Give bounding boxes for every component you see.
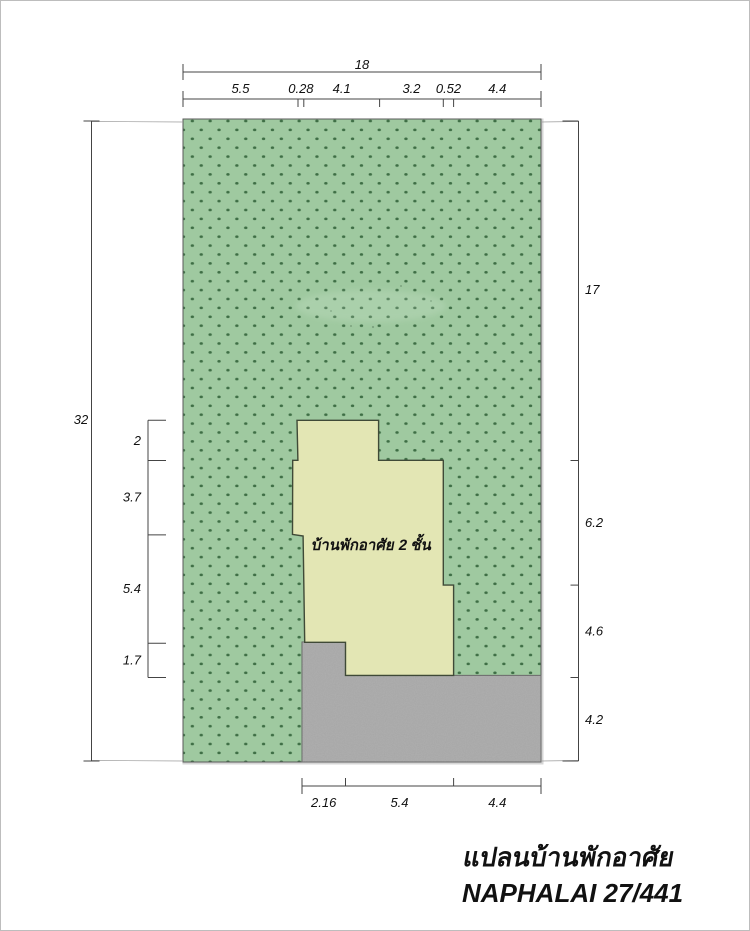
svg-text:1.7: 1.7	[123, 652, 142, 667]
svg-text:2.16: 2.16	[310, 795, 337, 810]
svg-text:2: 2	[133, 433, 142, 448]
svg-text:0.52: 0.52	[436, 81, 462, 96]
svg-text:4.4: 4.4	[488, 795, 506, 810]
svg-text:5.4: 5.4	[390, 795, 408, 810]
svg-text:บ้านพักอาศัย 2 ชั้น: บ้านพักอาศัย 2 ชั้น	[310, 533, 434, 554]
svg-text:NAPHALAI 27/441: NAPHALAI 27/441	[462, 878, 683, 908]
svg-text:แปลนบ้านพักอาศัย: แปลนบ้านพักอาศัย	[461, 842, 677, 872]
svg-text:4.1: 4.1	[333, 81, 351, 96]
svg-text:17: 17	[585, 282, 600, 297]
svg-text:18: 18	[355, 57, 370, 72]
svg-text:3.7: 3.7	[123, 489, 142, 504]
svg-text:5.4: 5.4	[123, 581, 141, 596]
svg-text:3.2: 3.2	[402, 81, 421, 96]
svg-text:4.4: 4.4	[488, 81, 506, 96]
svg-text:4.6: 4.6	[585, 624, 604, 639]
svg-text:32: 32	[74, 412, 89, 427]
svg-text:4.2: 4.2	[585, 712, 604, 727]
svg-text:6.2: 6.2	[585, 515, 604, 530]
svg-text:5.5: 5.5	[231, 81, 250, 96]
svg-text:0.28: 0.28	[288, 81, 314, 96]
